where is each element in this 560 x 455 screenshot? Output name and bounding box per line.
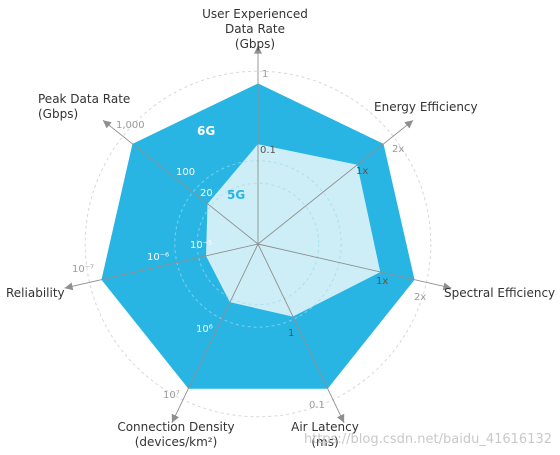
axis-title-line-reliability-0: Reliability: [6, 286, 65, 300]
axis-title-spectral-efficiency: Spectral Efficiency: [444, 286, 555, 300]
spoke-reliability: [64, 243, 259, 289]
tick-outer-connection-density: 10⁷: [163, 390, 180, 401]
arrowhead-peak-data-rate: [102, 120, 112, 129]
tick-inner-reliability-1: 10⁻⁵: [190, 240, 212, 251]
axis-title-reliability: Reliability: [6, 286, 65, 300]
axis-title-line-spectral-efficiency-0: Spectral Efficiency: [444, 286, 555, 300]
axis-title-line-energy-efficiency-0: Energy Efficiency: [374, 100, 478, 114]
axis-title-peak-data-rate: Peak Data Rate (Gbps): [38, 92, 130, 121]
axis-title-connection-density: Connection Density (devices/km²): [117, 420, 234, 449]
axis-title-line-user-data-rate-1: Data Rate: [225, 22, 285, 36]
grid-circle-outer: [84, 70, 432, 418]
tick-inner-peak-data-rate-0: 100: [176, 167, 195, 178]
spoke-spectral-efficiency: [257, 243, 452, 289]
tick-inner-user-data-rate-0: 0.1: [260, 145, 276, 156]
axis-title-line-air-latency-1: (ms): [311, 435, 338, 449]
axis-title-line-peak-data-rate-1: (Gbps): [38, 107, 78, 121]
radar-spokes: [64, 45, 452, 423]
spoke-air-latency: [257, 243, 345, 423]
arrowhead-air-latency: [337, 413, 345, 423]
tick-outer-air-latency: 0.1: [309, 400, 325, 411]
axis-title-line-connection-density-1: (devices/km²): [135, 435, 218, 449]
tick-inner-spectral-efficiency-0: 1x: [376, 276, 388, 287]
axis-title-line-user-data-rate-0: User Experienced: [202, 7, 308, 21]
radar-labels: User Experienced Data Rate (Gbps)Energy Ef…: [6, 7, 555, 449]
axis-title-line-peak-data-rate-0: Peak Data Rate: [38, 92, 130, 106]
series-5g: [205, 144, 381, 317]
tick-outer-peak-data-rate: 1,000: [116, 120, 145, 131]
tick-inner-reliability-0: 10⁻⁶: [147, 252, 169, 263]
axis-title-line-air-latency-0: Air Latency: [291, 420, 359, 434]
axis-title-line-connection-density-0: Connection Density: [117, 420, 234, 434]
arrowhead-reliability: [64, 282, 74, 291]
tick-outer-energy-efficiency: 2x: [392, 144, 404, 155]
spoke-connection-density: [171, 243, 259, 423]
tick-inner-peak-data-rate-1: 20: [200, 188, 213, 199]
arrowhead-energy-efficiency: [404, 120, 414, 129]
tick-outer-reliability: 10⁻⁷: [72, 264, 94, 275]
watermark: https://blog.csdn.net/baidu_41616132: [304, 432, 552, 447]
tick-outer-spectral-efficiency: 2x: [414, 292, 426, 303]
spoke-peak-data-rate: [102, 119, 259, 245]
tick-inner-connection-density-0: 10⁶: [196, 324, 213, 335]
inner-ring-1: [196, 182, 320, 306]
tick-outer-user-data-rate: 1: [262, 69, 268, 80]
series-label-5g: 5G: [227, 188, 245, 202]
tick-inner-energy-efficiency-0: 1x: [356, 166, 368, 177]
spoke-energy-efficiency: [257, 119, 414, 245]
axis-title-line-user-data-rate-2: (Gbps): [235, 37, 275, 51]
axis-title-air-latency: Air Latency (ms): [291, 420, 359, 449]
tick-inner-air-latency-0: 1: [288, 328, 294, 339]
arrowhead-connection-density: [171, 413, 179, 423]
series-label-6g: 6G: [197, 124, 215, 138]
arrowhead-spectral-efficiency: [442, 282, 452, 291]
axis-title-energy-efficiency: Energy Efficiency: [374, 100, 478, 114]
axis-title-user-data-rate: User Experienced Data Rate (Gbps): [202, 7, 308, 51]
arrowhead-user-data-rate: [254, 45, 262, 54]
